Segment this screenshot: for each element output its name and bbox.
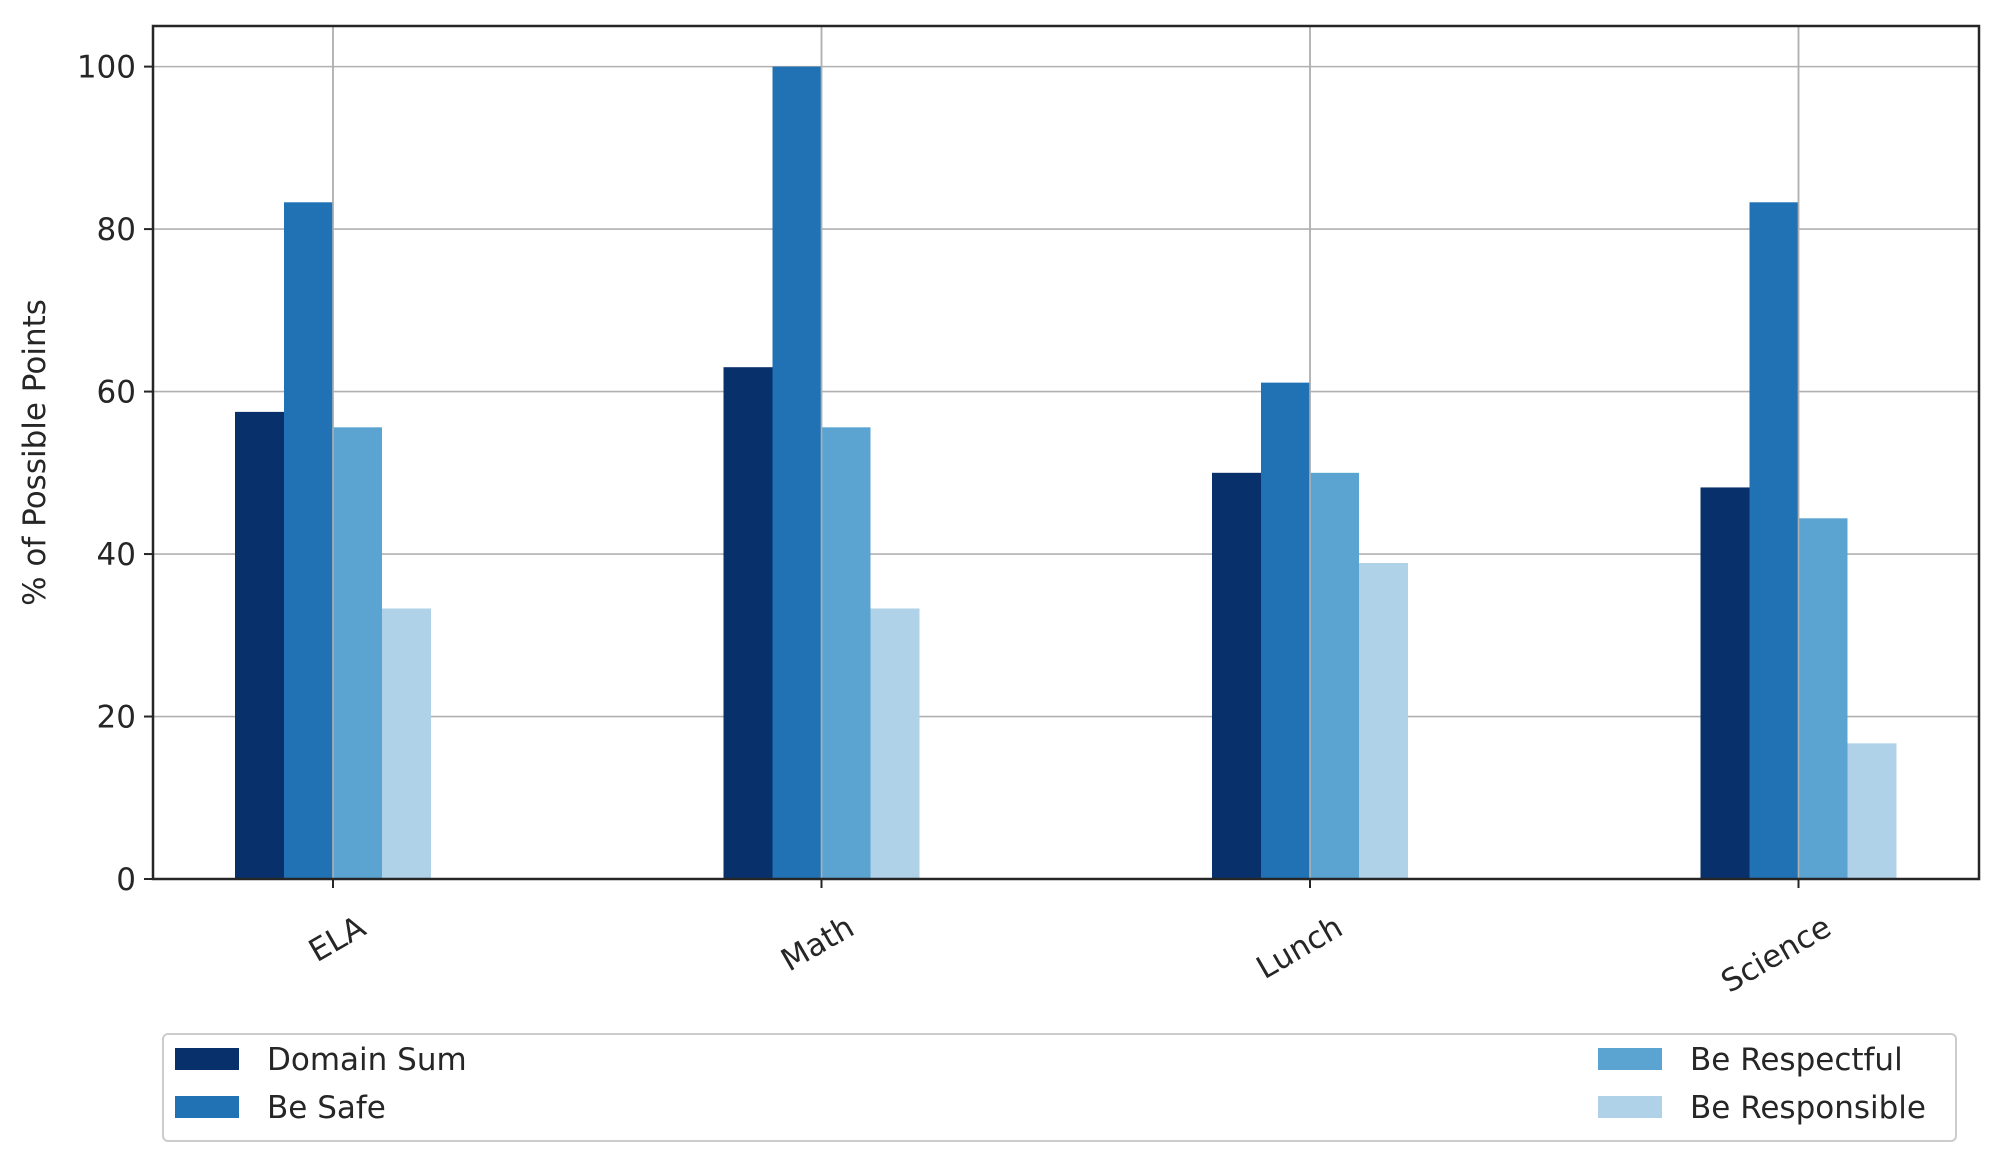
legend-label-be-safe: Be Safe (267, 1090, 386, 1126)
bar-be-responsible-ela (382, 608, 431, 879)
y-tick-label: 60 (97, 375, 136, 411)
legend-swatch-domain-sum (175, 1048, 239, 1070)
bar-be-safe-lunch (1261, 382, 1310, 879)
x-tick-label-lunch: Lunch (1250, 909, 1348, 987)
legend-swatch-be-safe (175, 1096, 239, 1118)
bar-be-respectful-science (1798, 518, 1848, 879)
legend-label-be-responsible: Be Responsible (1690, 1090, 1926, 1126)
bar-be-respectful-math (821, 427, 871, 879)
bar-domain-sum-math (723, 367, 773, 879)
bar-domain-sum-lunch (1212, 472, 1261, 879)
bar-be-safe-ela (284, 202, 333, 879)
bars (235, 26, 1897, 880)
bar-domain-sum-science (1700, 487, 1750, 879)
bar-be-responsible-math (870, 608, 920, 879)
bar-be-respectful-ela (333, 427, 382, 879)
x-tick-label-math: Math (775, 909, 860, 979)
bar-be-respectful-lunch (1310, 472, 1359, 879)
x-tick-label-ela: ELA (303, 909, 372, 970)
y-axis-label: % of Possible Points (17, 299, 53, 606)
bar-be-safe-science (1749, 202, 1799, 879)
y-tick-label: 20 (97, 700, 136, 736)
legend: Domain Sum Be Safe Be Respectful Be Respons… (162, 1033, 1957, 1142)
legend-swatch-be-respectful (1598, 1048, 1662, 1070)
y-tick-label: 100 (77, 50, 136, 86)
legend-swatch-be-responsible (1598, 1096, 1662, 1118)
bar-be-safe-math (772, 66, 822, 880)
x-tick-label-science: Science (1715, 909, 1837, 1000)
legend-label-domain-sum: Domain Sum (267, 1042, 467, 1078)
y-axis: 0 20 40 60 80 100 (77, 50, 153, 898)
x-axis: ELA Math Lunch Science (303, 879, 1837, 1000)
y-tick-label: 0 (116, 862, 136, 898)
legend-box (162, 1033, 1957, 1142)
bar-be-responsible-lunch (1359, 562, 1408, 879)
plot-frame (151, 24, 1981, 881)
y-tick-label: 40 (97, 537, 136, 573)
y-tick-label: 80 (97, 212, 136, 248)
bar-domain-sum-ela (235, 411, 284, 879)
legend-label-be-respectful: Be Respectful (1690, 1042, 1903, 1078)
bar-be-responsible-science (1847, 743, 1897, 879)
